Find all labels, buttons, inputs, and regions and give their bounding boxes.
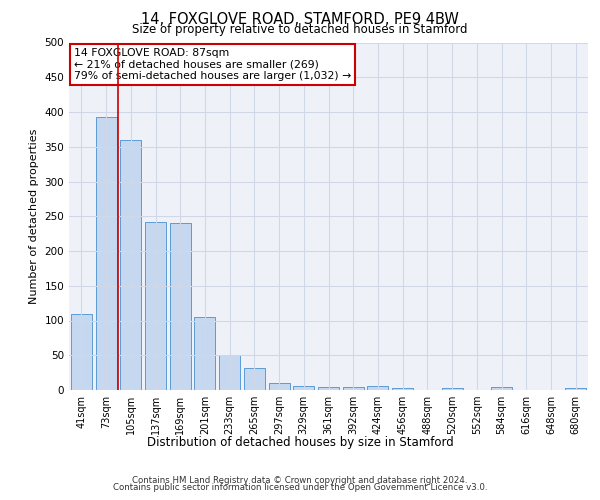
Bar <box>219 355 240 390</box>
Bar <box>170 222 191 390</box>
Bar <box>491 386 512 390</box>
Text: 14 FOXGLOVE ROAD: 87sqm
← 21% of detached houses are smaller (269)
79% of semi-d: 14 FOXGLOVE ROAD: 87sqm ← 21% of detache… <box>74 48 352 81</box>
Bar <box>442 388 463 390</box>
Text: Distribution of detached houses by size in Stamford: Distribution of detached houses by size … <box>146 436 454 449</box>
Bar <box>244 368 265 390</box>
Y-axis label: Number of detached properties: Number of detached properties <box>29 128 39 304</box>
Bar <box>269 383 290 390</box>
Text: Contains HM Land Registry data © Crown copyright and database right 2024.: Contains HM Land Registry data © Crown c… <box>132 476 468 485</box>
Bar <box>145 222 166 390</box>
Text: 14, FOXGLOVE ROAD, STAMFORD, PE9 4BW: 14, FOXGLOVE ROAD, STAMFORD, PE9 4BW <box>141 12 459 26</box>
Bar <box>194 317 215 390</box>
Bar <box>343 387 364 390</box>
Text: Size of property relative to detached houses in Stamford: Size of property relative to detached ho… <box>132 22 468 36</box>
Bar <box>367 386 388 390</box>
Bar <box>120 140 141 390</box>
Bar <box>293 386 314 390</box>
Text: Contains public sector information licensed under the Open Government Licence v3: Contains public sector information licen… <box>113 484 487 492</box>
Bar <box>95 117 116 390</box>
Bar <box>318 387 339 390</box>
Bar <box>392 388 413 390</box>
Bar <box>565 388 586 390</box>
Bar <box>71 314 92 390</box>
